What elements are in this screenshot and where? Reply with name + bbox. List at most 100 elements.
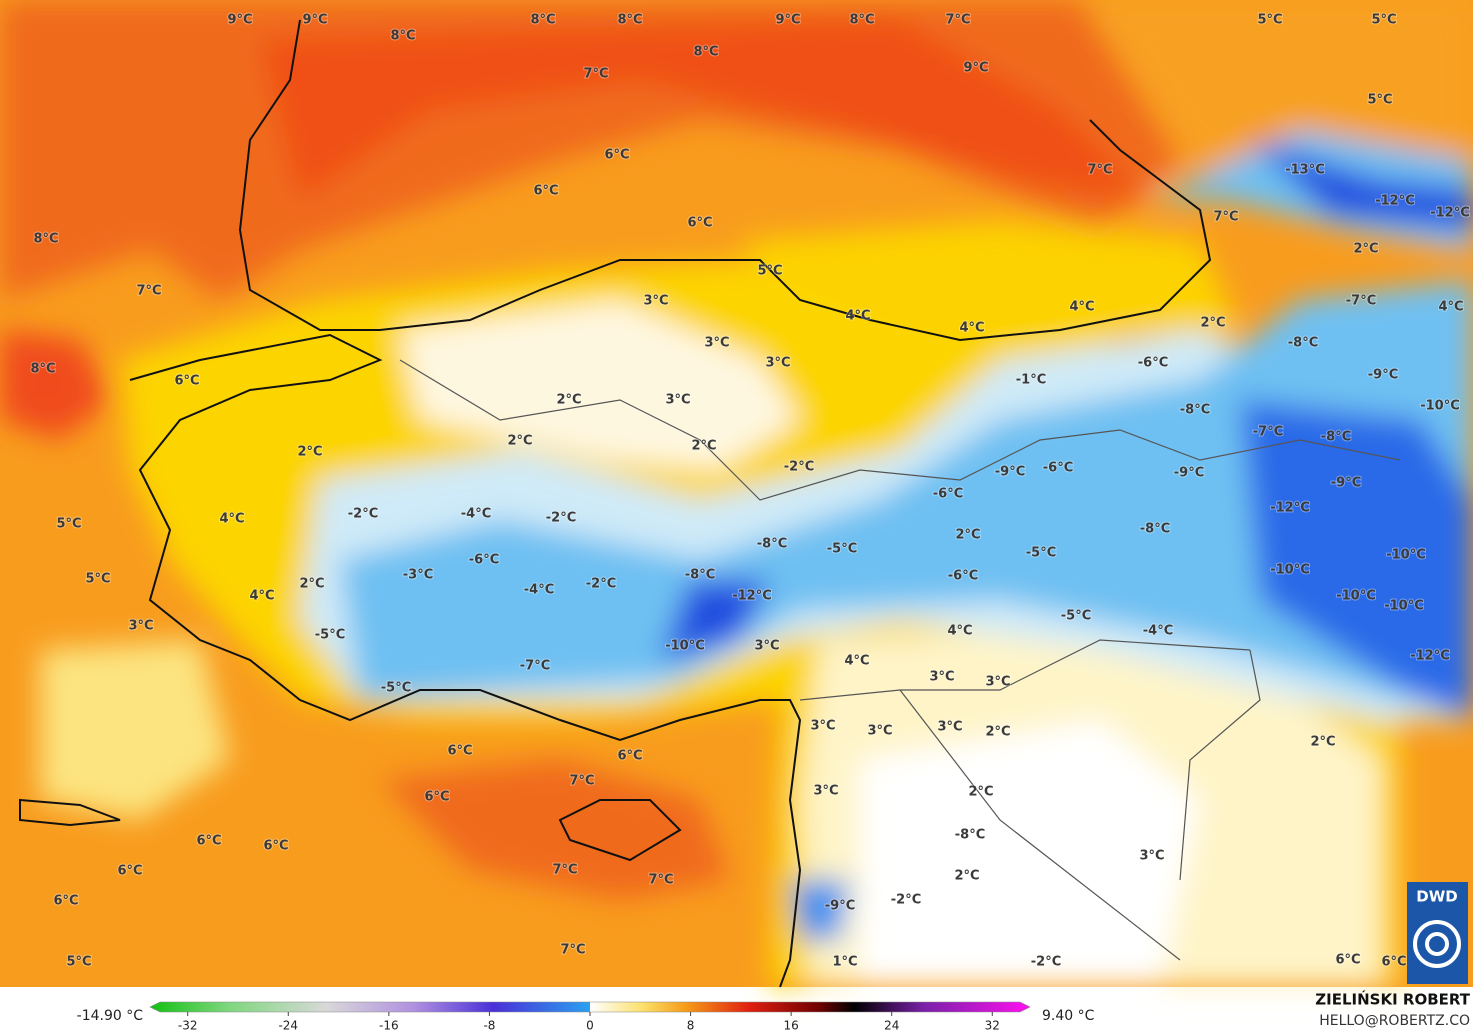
temperature-label: 3°C <box>704 336 729 351</box>
colorbar-max: 9.40 °C <box>1042 1008 1095 1024</box>
colorbar-tick-label: 32 <box>985 1019 1000 1033</box>
temperature-label: 9°C <box>775 13 800 28</box>
temperature-label: -4°C <box>1143 624 1173 639</box>
temperature-label: 1°C <box>832 955 857 970</box>
temperature-label: -7°C <box>520 659 550 674</box>
temperature-label: 8°C <box>849 13 874 28</box>
temperature-label: 3°C <box>937 720 962 735</box>
temperature-label: 6°C <box>1335 953 1360 968</box>
temperature-label: 6°C <box>604 148 629 163</box>
colorbar: -14.90 °C 9.40 °C -32 -24 -16 -8 0 8 16 24 32 <box>77 1001 1095 1033</box>
temperature-label: 3°C <box>985 675 1010 690</box>
temperature-label: -7°C <box>1253 425 1283 440</box>
temperature-label: 6°C <box>447 744 472 759</box>
temperature-label: 5°C <box>66 955 91 970</box>
temperature-label: -2°C <box>891 893 921 908</box>
temperature-label: 8°C <box>530 13 555 28</box>
temperature-label: -3°C <box>403 568 433 583</box>
temperature-label: 2°C <box>299 577 324 592</box>
temperature-label: 6°C <box>1381 955 1406 970</box>
temperature-label: -8°C <box>685 568 715 583</box>
temperature-label: 4°C <box>1069 300 1094 315</box>
temperature-label: 2°C <box>691 439 716 454</box>
temperature-label: 3°C <box>128 619 153 634</box>
temperature-label: -5°C <box>315 628 345 643</box>
temperature-label: 3°C <box>1139 849 1164 864</box>
temperature-label: -5°C <box>381 681 411 696</box>
temperature-label: -6°C <box>469 553 499 568</box>
temperature-label: 5°C <box>1371 13 1396 28</box>
temperature-label: -10°C <box>1386 548 1426 563</box>
temperature-label: 7°C <box>1213 210 1238 225</box>
temperature-label: -8°C <box>1288 336 1318 351</box>
temperature-label: -6°C <box>948 569 978 584</box>
temperature-label: -8°C <box>757 537 787 552</box>
temperature-label: 7°C <box>136 284 161 299</box>
temperature-label: 6°C <box>533 184 558 199</box>
colorbar-tick-label: 16 <box>784 1019 799 1033</box>
temperature-label: -6°C <box>1138 356 1168 371</box>
temperature-label: 4°C <box>1438 300 1463 315</box>
temperature-label: 7°C <box>569 774 594 789</box>
colorbar-tick-label: -8 <box>483 1019 495 1033</box>
temperature-label: 6°C <box>263 839 288 854</box>
temperature-label: -2°C <box>784 460 814 475</box>
temperature-label: 3°C <box>765 356 790 371</box>
temperature-label: -12°C <box>732 589 772 604</box>
temperature-labels: 9°C 9°C 8°C 8°C 8°C 9°C 8°C 7°C 5°C 5°C 8°C 7°C 9°C 5… <box>29 12 1470 971</box>
temperature-label: 5°C <box>1257 13 1282 28</box>
temperature-label: 8°C <box>617 13 642 28</box>
temperature-label: -10°C <box>1270 563 1310 578</box>
temperature-label: 6°C <box>174 374 199 389</box>
temperature-label: -10°C <box>1420 399 1460 414</box>
temperature-label: -9°C <box>825 899 855 914</box>
temperature-label: 4°C <box>844 654 869 669</box>
logo: DWD <box>1407 882 1468 984</box>
temperature-label: -6°C <box>933 487 963 502</box>
temperature-label: 2°C <box>556 393 581 408</box>
temperature-label: -8°C <box>1140 522 1170 537</box>
temperature-label: -9°C <box>1368 368 1398 383</box>
temperature-label: -10°C <box>1384 599 1424 614</box>
temperature-label: -6°C <box>1043 461 1073 476</box>
logo-text: DWD <box>1416 888 1457 906</box>
temperature-label: 2°C <box>1353 242 1378 257</box>
temperature-label: 5°C <box>757 264 782 279</box>
temperature-label: 3°C <box>665 393 690 408</box>
temperature-label: 9°C <box>227 13 252 28</box>
temperature-label: -7°C <box>1346 294 1376 309</box>
temperature-label: -5°C <box>1026 546 1056 561</box>
temperature-label: -8°C <box>1180 403 1210 418</box>
temperature-label: -2°C <box>546 511 576 526</box>
temperature-label: -13°C <box>1285 163 1325 178</box>
colorbar-tick-label: 0 <box>586 1019 594 1033</box>
temperature-label: 6°C <box>53 894 78 909</box>
temperature-label: 3°C <box>643 294 668 309</box>
colorbar-tick-label: -32 <box>178 1019 198 1033</box>
temperature-label: 2°C <box>968 785 993 800</box>
temperature-label: 7°C <box>648 873 673 888</box>
temperature-label: 4°C <box>959 321 984 336</box>
temperature-label: 4°C <box>219 512 244 527</box>
colorbar-tick-label: -24 <box>278 1019 298 1033</box>
temperature-label: 9°C <box>302 13 327 28</box>
contact: HELLO@ROBERTZ.CO <box>1319 1013 1470 1029</box>
temperature-label: 3°C <box>810 719 835 734</box>
temperature-label: 6°C <box>617 749 642 764</box>
temperature-label: -12°C <box>1375 194 1415 209</box>
temperature-label: 2°C <box>985 725 1010 740</box>
temperature-label: 7°C <box>552 863 577 878</box>
temperature-label: 2°C <box>1310 735 1335 750</box>
temperature-label: -2°C <box>348 507 378 522</box>
temperature-label: -12°C <box>1430 206 1470 221</box>
temperature-label: -8°C <box>955 828 985 843</box>
temperature-label: 3°C <box>929 670 954 685</box>
temperature-label: 3°C <box>754 639 779 654</box>
temperature-label: -5°C <box>827 542 857 557</box>
temperature-label: 6°C <box>424 790 449 805</box>
temperature-label: 2°C <box>955 528 980 543</box>
temperature-label: 3°C <box>813 784 838 799</box>
temperature-label: -10°C <box>1336 589 1376 604</box>
temperature-label: 6°C <box>687 216 712 231</box>
